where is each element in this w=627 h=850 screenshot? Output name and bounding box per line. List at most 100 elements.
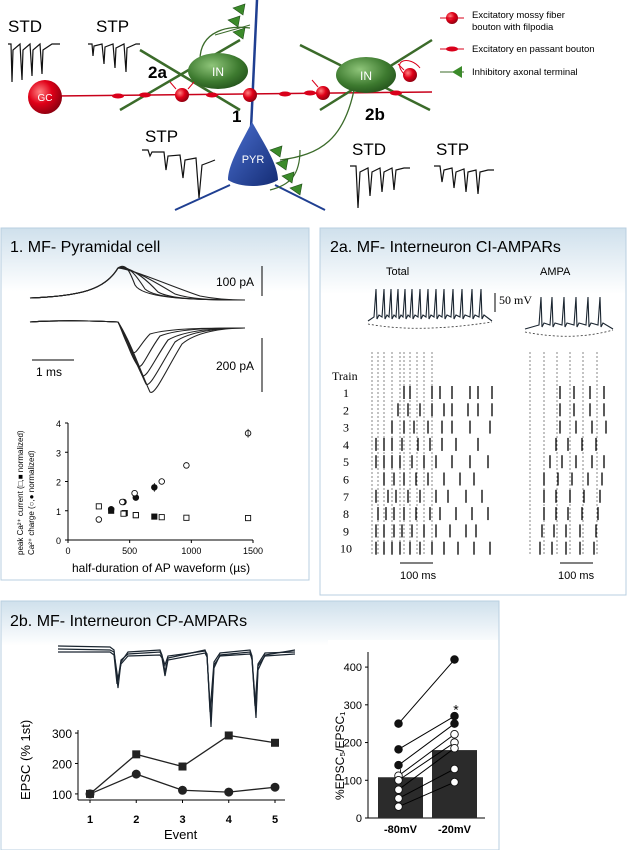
- panel-1-title: 1. MF- Pyramidal cell: [10, 239, 160, 256]
- label-1: 1: [232, 107, 241, 126]
- scatter-point-square: [183, 514, 190, 521]
- ap-waveforms: [29, 265, 246, 301]
- gc-label: GC: [38, 93, 53, 104]
- label-2b: 2b: [365, 105, 385, 124]
- stp-trace-center: [142, 149, 216, 199]
- scale-100ms-right: 100 ms: [558, 570, 595, 582]
- stp-trace-right: [434, 165, 494, 195]
- en-passant-boutons: [112, 90, 402, 99]
- ampa-label: AMPA: [540, 266, 571, 278]
- scale-1ms: 1 ms: [36, 365, 62, 379]
- line-point-circle: [178, 785, 187, 795]
- panel-2b-title: 2b. MF- Interneuron CP-AMPARs: [10, 613, 247, 630]
- bar-y-tick-label: 100: [344, 775, 362, 787]
- train-number: 2: [343, 403, 349, 417]
- scatter-point-circle: [183, 462, 190, 469]
- x-tick-label: 1000: [181, 546, 201, 556]
- in-right-label: IN: [360, 69, 372, 83]
- pair-point: [394, 760, 403, 770]
- scatter-point-square: [95, 503, 102, 510]
- interneuron-right: [336, 57, 396, 93]
- in-left-label: IN: [212, 65, 224, 79]
- bar-ylabel: %EPSC₅/EPSC₁: [333, 712, 347, 800]
- line-y-tick-label: 200: [52, 757, 72, 771]
- legend-mossy-1: Excitatory mossy fiber: [472, 10, 565, 21]
- pair-point: [394, 719, 403, 728]
- y-tick-label: 3: [56, 448, 61, 458]
- stp-trace-left: [88, 43, 140, 73]
- pair-line: [398, 747, 455, 791]
- train-number: 6: [343, 473, 349, 487]
- pair-point: [394, 802, 403, 811]
- line-y-tick-label: 100: [52, 788, 72, 802]
- legend-inhibitory: Inhibitory axonal terminal: [472, 67, 578, 78]
- std-label-right: STD: [352, 140, 386, 159]
- line-point-circle: [85, 789, 95, 799]
- bar-y-tick-label: 300: [344, 700, 362, 712]
- scatter-point-square: [108, 507, 115, 514]
- interneuron-left: [188, 53, 248, 89]
- line-point-square: [178, 762, 187, 771]
- train-number: 4: [343, 438, 349, 452]
- pair-point: [450, 764, 459, 774]
- train-numbers: 1 2 3 4 5 6 7 8 9 10: [340, 386, 352, 556]
- voltage-trace-dotted: [524, 329, 614, 337]
- std-label-left: STD: [8, 17, 42, 36]
- scatter-point-circle: [95, 516, 103, 523]
- line-point-square: [224, 731, 233, 740]
- scatter-point-square: [245, 515, 252, 522]
- train-number: 1: [343, 386, 349, 400]
- pair-point: [394, 776, 403, 785]
- ppr-bar-chart: 0 100 200 300 400 -80mV -20mV *: [344, 652, 485, 836]
- spike-raster: [371, 352, 607, 555]
- stp-label-right: STP: [436, 140, 469, 159]
- bar-category-label: -80mV: [384, 824, 418, 836]
- line-point-circle: [224, 787, 234, 797]
- total-label: Total: [386, 266, 409, 278]
- stp-label-left: STP: [96, 17, 129, 36]
- legend-mossy-2: bouton with filpodia: [472, 22, 554, 33]
- gc-cell: [28, 80, 62, 114]
- line-x-tick-label: 5: [272, 814, 278, 826]
- std-trace-left: [8, 42, 60, 83]
- line-x-tick-label: 4: [226, 814, 233, 826]
- scatter-ylabel-1: peak Ca²⁺ current (□,■ normalized): [16, 430, 25, 555]
- scatter-ylabel-2: Ca²⁺ charge (○,● normalized): [27, 450, 36, 555]
- scale-200pa: 200 pA: [216, 359, 254, 373]
- mossy-fiber-boutons: [169, 60, 421, 102]
- stp-label-center: STP: [145, 127, 178, 146]
- pair-point: [394, 785, 403, 794]
- bar-y-tick-label: 0: [356, 813, 362, 825]
- scatter-point-circle: [131, 489, 138, 497]
- voltage-trace-total: [367, 288, 493, 322]
- pair-line: [398, 659, 455, 725]
- ca-current-traces: [29, 320, 246, 393]
- line-xlabel: Event: [164, 827, 198, 842]
- scatter-point-circle: [119, 498, 126, 506]
- train-number: 3: [343, 421, 349, 435]
- pyr-label: PYR: [242, 154, 265, 166]
- scatter-plot: 0 1 2 3 4 0 500 1000 1500: [56, 419, 263, 556]
- y-tick-label: 2: [56, 478, 61, 488]
- pyramidal-cell: [228, 122, 278, 186]
- scale-100ms-left: 100 ms: [400, 570, 437, 582]
- significance-star: *: [453, 701, 459, 717]
- legend: Excitatory mossy fiber bouton with filpo…: [440, 10, 595, 78]
- line-point-square: [132, 750, 141, 759]
- train-number: 7: [343, 490, 349, 504]
- line-y-tick-label: 300: [52, 727, 72, 741]
- panel-2b: 2b. MF- Interneuron CP-AMPARs 100 200 300 1…: [0, 600, 500, 850]
- pair-line: [398, 723, 455, 766]
- y-tick-label: 1: [56, 507, 61, 517]
- scatter-point-square: [120, 510, 127, 517]
- std-trace-right: [350, 165, 410, 209]
- line-point-circle: [270, 782, 280, 792]
- pair-point: [450, 719, 459, 728]
- panel-1: 1. MF- Pyramidal cell 100 pA 200 pA 1 ms: [0, 227, 310, 581]
- pair-line: [398, 781, 455, 808]
- train-number: 5: [343, 455, 349, 469]
- bar-y-tick-label: 400: [344, 662, 362, 674]
- scatter-point-circle: [158, 478, 165, 485]
- epsc-line-chart: 100 200 300 1 2 3 4 5: [52, 727, 285, 826]
